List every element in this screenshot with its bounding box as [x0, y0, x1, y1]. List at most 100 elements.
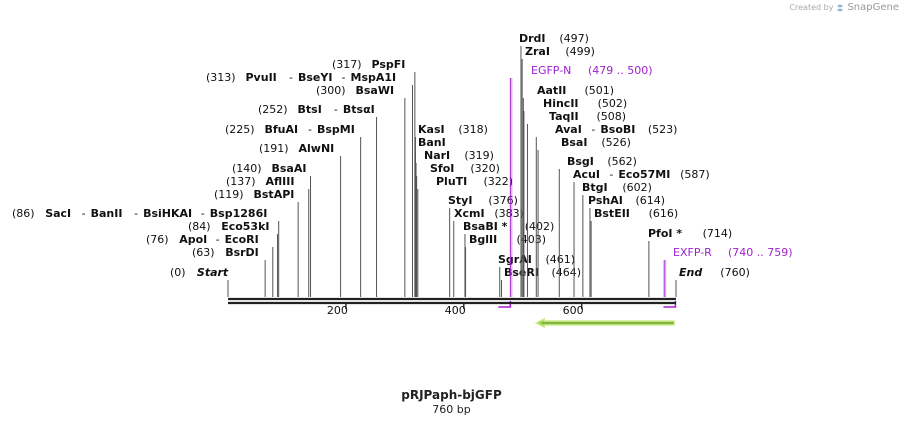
ruler-label: 600 — [563, 304, 584, 317]
site-separator: - — [201, 207, 205, 220]
site-name-pvuii: PvuII — [246, 71, 277, 84]
site-position-bsgi: (562) — [607, 155, 637, 168]
primer-position: (740 .. 759) — [728, 246, 793, 259]
site-name-eco53ki: Eco53kI — [221, 220, 269, 233]
site-position-eco53ki: (84) — [188, 220, 211, 233]
site-separator: - — [334, 103, 338, 116]
site-position-bsrdi: (63) — [192, 246, 215, 259]
site-separator: - — [591, 123, 595, 136]
site-position-zrai: (499) — [565, 45, 595, 58]
snapgene-logo-icon — [837, 4, 844, 11]
site-name-alwni: AlwNI — [299, 142, 335, 155]
site-position-pshai: (614) — [636, 194, 666, 207]
site-name-bfuai: BfuAI — [265, 123, 299, 136]
primer-name: EGFP-N — [531, 64, 571, 77]
site-position-acui: (587) — [680, 168, 710, 181]
site-name-zrai: ZraI — [525, 45, 550, 58]
site-separator: - — [609, 168, 613, 181]
site-name-bsai: BsaI — [561, 136, 587, 149]
site-name-hincii: HincII — [543, 97, 579, 110]
site-separator: - — [82, 207, 86, 220]
site-position-alwni: (191) — [259, 142, 289, 155]
site-position-xcmi: (383) — [494, 207, 524, 220]
site-position-apoi: (76) — [146, 233, 169, 246]
site-position-hincii: (502) — [598, 97, 628, 110]
site-name-pspfi: PspFI — [372, 58, 406, 71]
site-position-sfoi: (320) — [470, 162, 500, 175]
site-name-kasi: KasI — [418, 123, 445, 136]
site-name-pshai: PshAI — [588, 194, 623, 207]
site-position-bsteii: (616) — [649, 207, 679, 220]
primer-name: EXFP-R — [673, 246, 712, 259]
site-separator: - — [342, 71, 346, 84]
site-separator: - — [134, 207, 138, 220]
site-position-pvuii: (313) — [206, 71, 236, 84]
site-position-btgi: (602) — [622, 181, 652, 194]
site-position-bstapi: (119) — [214, 188, 244, 201]
site-position-sgrai: (461) — [546, 253, 576, 266]
site-name-bglii: BglII — [469, 233, 497, 246]
site-name-bstapi: BstAPI — [254, 188, 295, 201]
site-position-styi: (376) — [488, 194, 518, 207]
site-separator: - — [308, 123, 312, 136]
map-length: 760 bp — [432, 403, 471, 416]
site-position-bsaai: (140) — [232, 162, 262, 175]
site-position-start: (0) — [170, 266, 186, 279]
primer-position: (479 .. 500) — [588, 64, 653, 77]
site-name-nari: NarI — [424, 149, 450, 162]
site-position-end: (760) — [720, 266, 750, 279]
site-position-pspfi: (317) — [332, 58, 362, 71]
site-name-saci: Bsp1286I — [210, 207, 268, 220]
site-name-afliii: AflIII — [266, 175, 295, 188]
site-name-bsgi: BsgI — [567, 155, 594, 168]
ruler-label: 400 — [445, 304, 466, 317]
site-name-styi: StyI — [448, 194, 472, 207]
site-name-saci: BanII — [91, 207, 123, 220]
site-position-bsawi: (300) — [316, 84, 346, 97]
site-name-bfuai: BspMI — [317, 123, 355, 136]
site-position-taqii: (508) — [597, 110, 627, 123]
site-name-apoi: ApoI — [179, 233, 207, 246]
site-position-bseri: (464) — [552, 266, 582, 279]
site-position-pfoi: (714) — [703, 227, 733, 240]
site-name-sfoi: SfoI — [430, 162, 454, 175]
site-name-bsaai: BsaAI — [272, 162, 307, 175]
site-name-apoi: EcoRI — [225, 233, 259, 246]
site-name-start: Start — [197, 266, 229, 279]
site-name-avai: BsoBI — [600, 123, 635, 136]
snapgene-branding: Created by SnapGene — [789, 2, 899, 13]
created-by-text: Created by — [789, 3, 834, 12]
site-name-sgrai: SgrAI — [498, 253, 532, 266]
site-name-drdi: DrdI — [519, 32, 546, 45]
site-name-bsteii: BstEII — [594, 207, 630, 220]
site-name-acui: AcuI — [573, 168, 600, 181]
ruler-label: 200 — [327, 304, 348, 317]
site-name-acui: Eco57MI — [618, 168, 670, 181]
site-name-saci: BsiHKAI — [143, 207, 192, 220]
site-position-saci: (86) — [12, 207, 35, 220]
site-name-pvuii: MspA1I — [351, 71, 397, 84]
site-name-bani: BanI — [418, 136, 446, 149]
site-name-bseri: BseRI — [504, 266, 539, 279]
site-separator: - — [289, 71, 293, 84]
site-name-btsi: BtsαI — [343, 103, 375, 116]
site-name-aatii: AatII — [537, 84, 566, 97]
site-name-end: End — [679, 266, 702, 279]
snapgene-name: SnapGene — [847, 2, 899, 13]
site-name-bsabi: BsaBI * — [463, 220, 508, 233]
site-position-kasi: (318) — [458, 123, 488, 136]
site-position-btsi: (252) — [258, 103, 288, 116]
site-position-drdi: (497) — [559, 32, 589, 45]
site-position-nari: (319) — [464, 149, 494, 162]
site-position-avai: (523) — [648, 123, 678, 136]
site-name-plutI: PluTI — [436, 175, 467, 188]
site-separator: - — [216, 233, 220, 246]
site-name-xcmi: XcmI — [454, 207, 485, 220]
site-name-saci: SacI — [45, 207, 71, 220]
site-name-btgi: BtgI — [582, 181, 608, 194]
site-position-aatii: (501) — [585, 84, 615, 97]
site-name-avai: AvaI — [555, 123, 582, 136]
site-position-bfuai: (225) — [225, 123, 255, 136]
